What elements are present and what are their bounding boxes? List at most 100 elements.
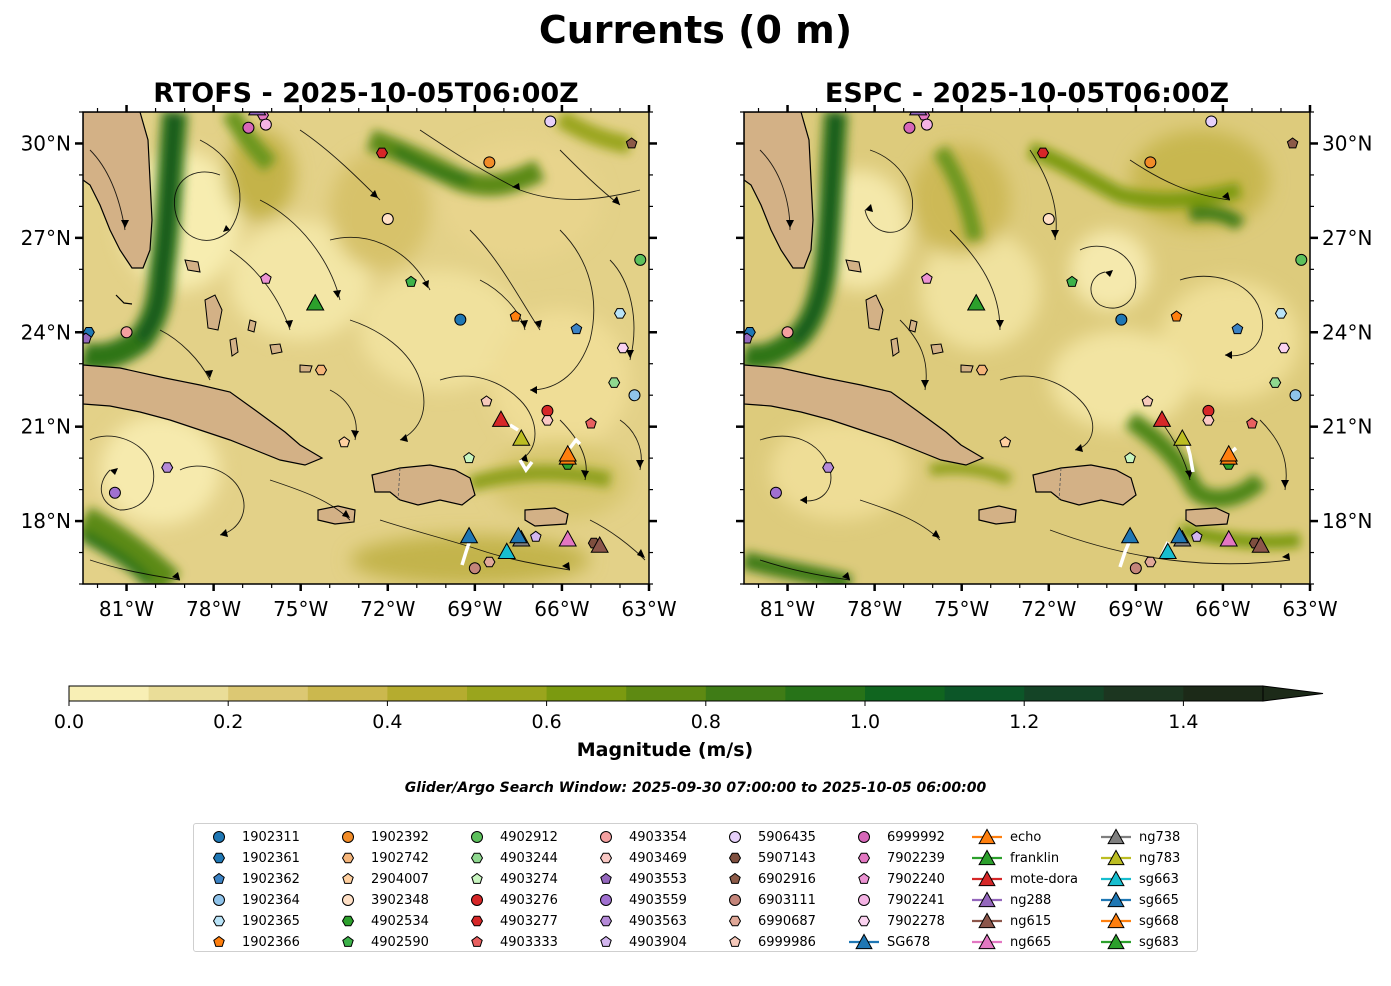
legend-swatch	[972, 933, 1002, 950]
y-tick-label: 27°N	[21, 226, 71, 250]
axes-rtofs: 81°W 78°W 75°W 72°W 69°W 66°W 63°W 18°N 21°N 24°N…	[21, 105, 677, 621]
platform-marker-sg683	[305, 293, 325, 311]
platform-marker-7902241	[920, 118, 933, 131]
platform-marker-7902241	[259, 118, 272, 131]
platform-marker-6999986	[1141, 395, 1154, 407]
panel-title-espc: ESPC - 2025-10-05T06:00Z	[825, 78, 1229, 109]
legend-label: 2904007	[371, 871, 429, 887]
platform-marker-4902912	[634, 253, 647, 266]
platform-marker-4903563	[822, 462, 835, 473]
colorbar-bin	[307, 686, 388, 701]
map-frame-espc	[743, 111, 1311, 585]
platform-marker-6903111	[468, 562, 481, 575]
platform-marker-1902392	[1144, 156, 1157, 169]
search-window-text: Glider/Argo Search Window: 2025-09-30 07…	[404, 780, 987, 796]
legend-label: sg668	[1139, 913, 1179, 929]
platform-marker-1902366	[509, 310, 522, 322]
platform-marker-4903553	[744, 332, 753, 344]
platform-marker-4903469	[541, 415, 554, 426]
legend-label: 4903563	[629, 913, 687, 929]
legend-marker	[858, 894, 870, 906]
legend-label: 4903276	[500, 892, 558, 908]
legend-item-ng615: ng615	[970, 911, 1051, 931]
colorbar-bin	[705, 686, 786, 701]
platform-marker-4902912	[1295, 253, 1308, 266]
legend-marker	[978, 870, 996, 887]
colorbar-bin	[148, 686, 229, 701]
legend-label: mote-dora	[1010, 871, 1078, 887]
legend-label: 4903553	[629, 871, 687, 887]
legend-marker	[857, 915, 871, 927]
colorbar-outline	[68, 685, 1263, 702]
platform-marker-1902365	[1274, 308, 1288, 319]
colorbar-bin	[1103, 686, 1184, 701]
legend-marker	[470, 915, 484, 927]
platform-marker-4903277	[375, 147, 389, 159]
legend-label: 4903244	[500, 850, 558, 866]
legend-item-4903904: 4903904	[589, 932, 687, 952]
land-puerto-rico	[1185, 507, 1230, 527]
platform-marker-sg665	[1170, 526, 1189, 544]
platform-marker-4903244	[1269, 377, 1282, 388]
colorbar-tick-label: 1.2	[1009, 711, 1039, 733]
platform-marker-4903563	[161, 462, 174, 473]
land-puerto-rico	[524, 507, 569, 527]
colorbar-label: Magnitude (m/s)	[577, 739, 754, 761]
colorbar-bin	[546, 686, 627, 701]
legend-item-5906435: 5906435	[718, 827, 816, 847]
x-tick-label: 81°W	[760, 597, 815, 621]
legend-swatch	[212, 915, 226, 927]
legend-swatch	[599, 915, 613, 927]
legend-label: 5907143	[758, 850, 816, 866]
legend-swatch	[213, 935, 225, 947]
legend-item-6990687: 6990687	[718, 911, 816, 931]
legend-swatch	[729, 894, 741, 906]
platform-marker-5906435	[544, 115, 557, 128]
legend-swatch	[858, 831, 870, 843]
y-tick-label: 18°N	[21, 509, 71, 533]
platform-marker-ng665	[1219, 529, 1238, 547]
legend-label: 1902364	[242, 892, 300, 908]
legend-marker	[978, 891, 996, 908]
platform-marker-4903354	[781, 326, 794, 339]
legend-marker	[978, 828, 996, 845]
legend-marker	[978, 849, 996, 866]
legend-marker	[600, 935, 612, 947]
platform-marker-6990687	[483, 556, 496, 568]
legend-item-ng783: ng783	[1099, 848, 1180, 868]
legend-label: 3902348	[371, 892, 429, 908]
colorbar-bin	[387, 686, 468, 701]
legend-swatch	[342, 935, 354, 947]
land-florida	[83, 112, 153, 305]
legend-item-ng665: ng665	[970, 932, 1051, 952]
y-tick-label: 30°N	[1322, 131, 1372, 155]
legend-marker	[600, 894, 612, 906]
platform-marker-7902278	[1277, 342, 1290, 354]
platform-marker-3902348	[1042, 212, 1055, 225]
legend-marker	[471, 831, 483, 843]
platform-marker-4903274	[463, 451, 475, 464]
legend-swatch	[857, 852, 871, 864]
legend-item-5907143: 5907143	[718, 848, 816, 868]
legend-marker	[600, 872, 612, 884]
colorbar-bin	[467, 686, 548, 701]
colorbar-tick-label: 0.8	[691, 711, 721, 733]
x-tick-label: 63°W	[1282, 597, 1337, 621]
platform-markers-rtofs	[83, 112, 647, 575]
legend-label: 5906435	[758, 829, 816, 845]
axes-espc: 81°W 78°W 75°W 72°W 69°W 66°W 63°W 18°N 21°N 24°N…	[736, 105, 1372, 621]
platform-marker-6999992	[242, 121, 255, 134]
legend-item-7902278: 7902278	[847, 911, 945, 931]
legend-marker	[471, 935, 483, 947]
legend-item-4903553: 4903553	[589, 869, 687, 889]
legend-marker	[600, 831, 612, 843]
platform-marker-1902362	[570, 322, 583, 335]
legend-swatch	[1101, 870, 1131, 887]
legend-swatch	[728, 915, 742, 927]
legend-marker	[1107, 849, 1125, 866]
platform-marker-1902742	[975, 364, 989, 376]
legend-marker	[1107, 828, 1125, 845]
y-tick-label: 24°N	[21, 320, 71, 344]
legend-item-ng288: ng288	[970, 890, 1051, 910]
legend-marker	[342, 831, 354, 843]
